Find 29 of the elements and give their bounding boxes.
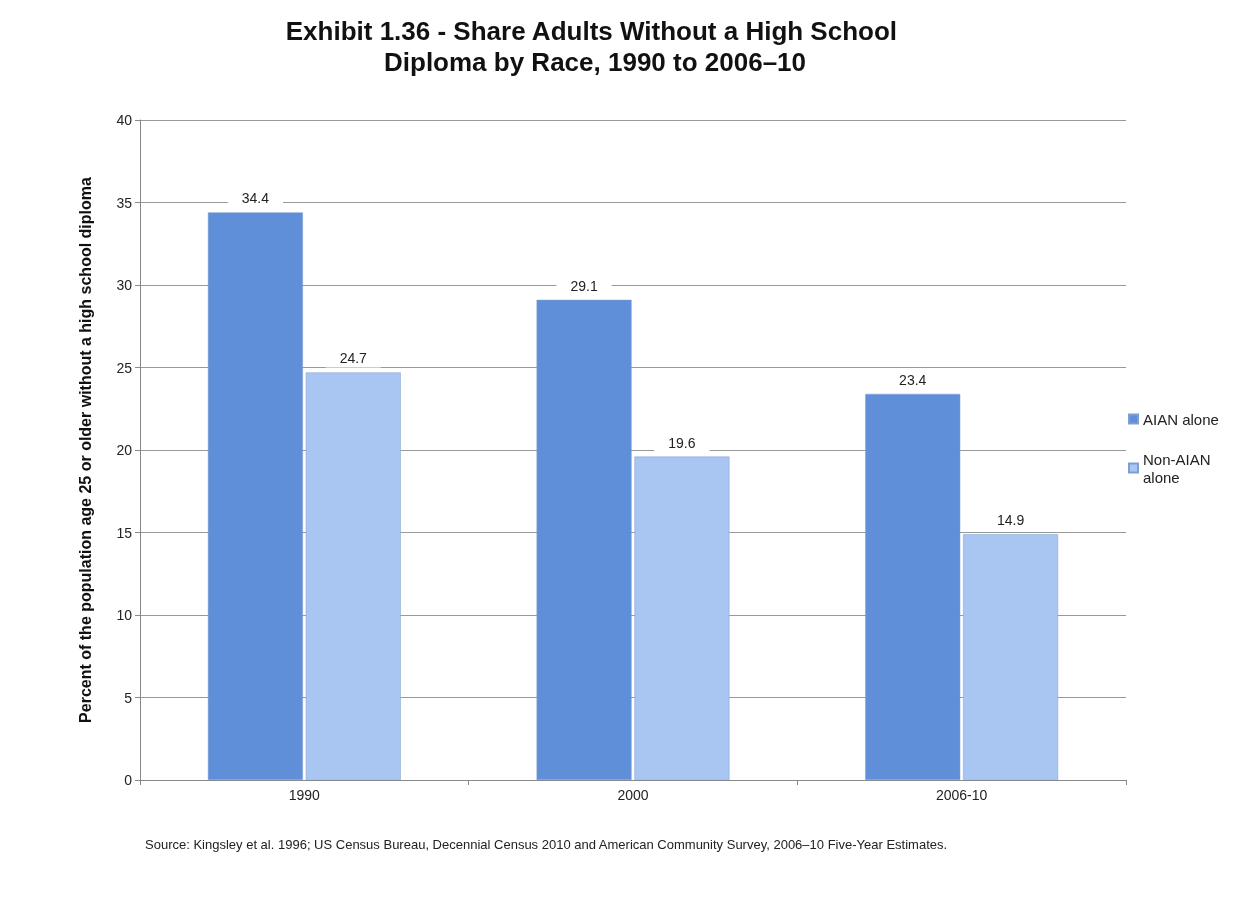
chart-title: Exhibit 1.36 - Share Adults Without a High School Diploma by Race, 1990 to 2006–10: [285, 15, 905, 77]
y-axis-title: Percent of the population age 25 or older without a high school diploma: [76, 176, 94, 723]
y-tick-label: 20: [116, 442, 133, 458]
x-tick-label: 2000: [617, 787, 649, 803]
bar: [865, 393, 961, 780]
data-label: 29.1: [570, 277, 598, 294]
x-tick-label: 1990: [288, 787, 321, 803]
data-label: 34.4: [241, 190, 270, 207]
y-tick-label: 40: [116, 112, 133, 128]
y-tick-label: 25: [116, 359, 133, 376]
bar: [634, 456, 730, 780]
bar: [536, 299, 632, 780]
legend-label: Non-AIAN alone: [1143, 450, 1215, 486]
y-tick-label: 30: [116, 277, 133, 293]
y-tick-label: 15: [116, 524, 133, 541]
data-label: 14.9: [996, 512, 1025, 529]
source-note: Source: Kingsley et al. 1996; US Census Bureau, Decennial Census 2010 and American Community Survey, 2006–10 Five-Year Estimates.: [145, 837, 948, 852]
y-tick-label: 10: [116, 607, 133, 623]
data-label: 24.7: [339, 350, 368, 367]
bar: [963, 534, 1059, 780]
legend-label: AIAN alone: [1143, 410, 1219, 428]
bar: [305, 372, 401, 780]
data-label: 19.6: [668, 434, 696, 451]
x-tick-label: 2006-10: [935, 787, 988, 803]
bar: [207, 212, 303, 780]
y-tick-label: 5: [124, 689, 133, 706]
data-label: 23.4: [899, 371, 927, 388]
y-tick-label: 0: [124, 772, 133, 788]
y-tick-label: 35: [116, 194, 133, 211]
